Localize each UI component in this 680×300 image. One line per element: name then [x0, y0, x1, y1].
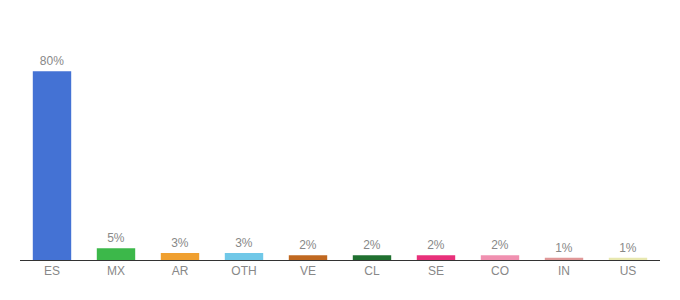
svg-text:5%: 5% — [107, 231, 125, 245]
svg-text:3%: 3% — [171, 236, 189, 250]
svg-text:OTH: OTH — [231, 264, 256, 278]
svg-text:SE: SE — [428, 264, 444, 278]
svg-text:AR: AR — [172, 264, 189, 278]
svg-text:IN: IN — [558, 264, 570, 278]
svg-text:1%: 1% — [619, 241, 637, 255]
svg-text:2%: 2% — [363, 238, 381, 252]
svg-text:1%: 1% — [555, 241, 573, 255]
svg-text:MX: MX — [107, 264, 125, 278]
svg-text:2%: 2% — [491, 238, 509, 252]
svg-text:US: US — [620, 264, 637, 278]
svg-text:2%: 2% — [299, 238, 317, 252]
svg-text:VE: VE — [300, 264, 316, 278]
svg-text:2%: 2% — [427, 238, 445, 252]
svg-text:3%: 3% — [235, 236, 253, 250]
svg-text:ES: ES — [44, 264, 60, 278]
svg-text:80%: 80% — [40, 54, 64, 68]
svg-text:CL: CL — [364, 264, 380, 278]
svg-text:CO: CO — [491, 264, 509, 278]
